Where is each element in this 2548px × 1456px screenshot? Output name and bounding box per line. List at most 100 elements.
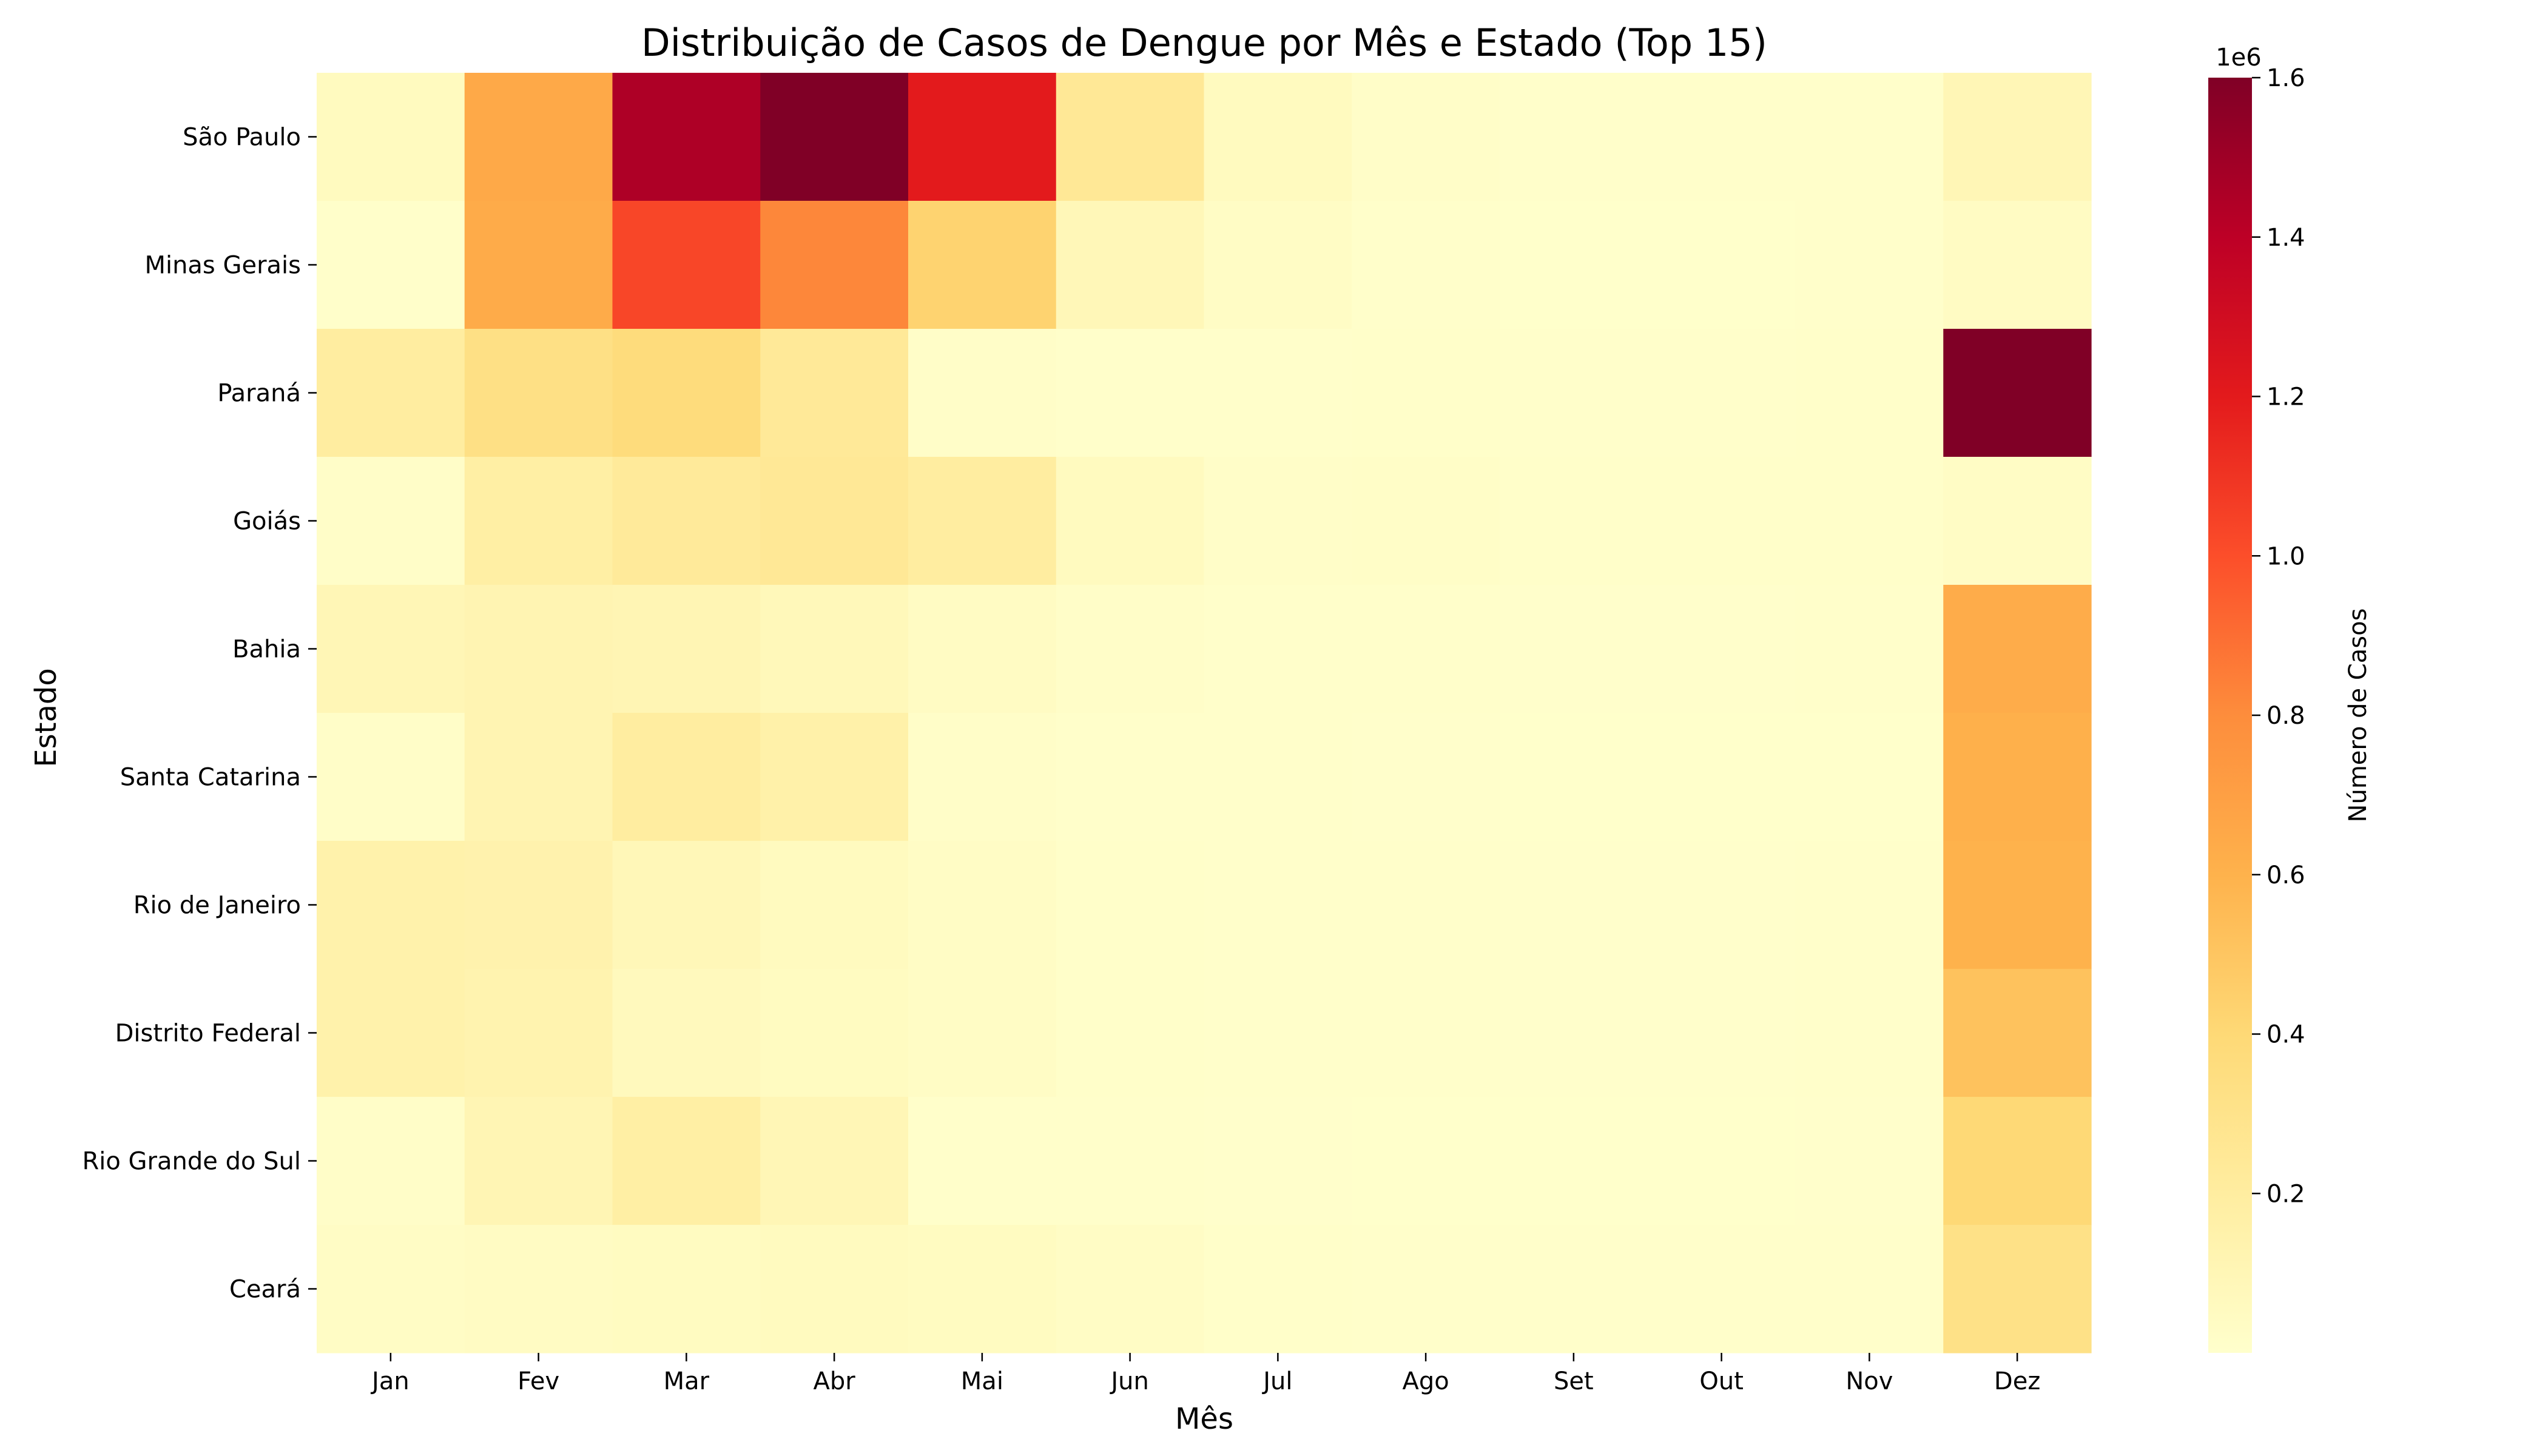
heatmap-cell <box>612 585 761 713</box>
heatmap-cell <box>1795 329 1944 457</box>
heatmap-cell <box>464 457 613 585</box>
heatmap-cell <box>1500 457 1648 585</box>
heatmap-cell <box>464 841 613 969</box>
heatmap-cell <box>464 969 613 1097</box>
heatmap-cell <box>1056 713 1205 841</box>
heatmap-cell <box>612 329 761 457</box>
heatmap-cell <box>1943 457 2092 585</box>
heatmap-cell <box>908 457 1057 585</box>
heatmap-cell <box>760 713 909 841</box>
heatmap-cell <box>908 585 1057 713</box>
heatmap-cell <box>1647 713 1796 841</box>
heatmap-cell <box>464 713 613 841</box>
heatmap-cell <box>1647 1225 1796 1353</box>
y-tick-label: Distrito Federal <box>115 1020 301 1048</box>
y-tick-label: Bahia <box>232 636 301 664</box>
heatmap-cell <box>908 713 1057 841</box>
heatmap-cell <box>1352 329 1500 457</box>
x-tick-label: Out <box>1699 1367 1744 1395</box>
heatmap-cell <box>760 201 909 329</box>
colorbar-tick-label: 0.2 <box>2267 1180 2305 1208</box>
x-tick-label: Mai <box>961 1367 1003 1395</box>
x-tick-label: Dez <box>1994 1367 2040 1395</box>
heatmap-cell <box>1352 713 1500 841</box>
heatmap-cell <box>1795 969 1944 1097</box>
heatmap-cell <box>464 1097 613 1225</box>
heatmap-cell <box>1795 1225 1944 1353</box>
heatmap-cell <box>1795 73 1944 201</box>
heatmap-cell <box>1056 969 1205 1097</box>
heatmap-cell <box>760 585 909 713</box>
x-tick-label: Ago <box>1403 1367 1449 1395</box>
heatmap-cell <box>317 969 465 1097</box>
heatmap-cell <box>1500 1225 1648 1353</box>
x-tick-label: Nov <box>1845 1367 1893 1395</box>
x-tick-label: Jun <box>1109 1367 1149 1395</box>
heatmap-cell <box>1056 73 1205 201</box>
heatmap-cell <box>1352 841 1500 969</box>
colorbar <box>2208 78 2252 1353</box>
heatmap-cell <box>464 201 613 329</box>
heatmap-cell <box>1795 457 1944 585</box>
heatmap-cell <box>760 969 909 1097</box>
heatmap-cell <box>760 457 909 585</box>
x-axis-label: Mês <box>1175 1402 1233 1436</box>
heatmap-cell <box>317 585 465 713</box>
heatmap-cell <box>317 841 465 969</box>
y-tick-label: Rio Grande do Sul <box>82 1148 301 1176</box>
heatmap-cell <box>1204 585 1352 713</box>
heatmap-cell <box>464 1225 613 1353</box>
heatmap-cell <box>1500 329 1648 457</box>
heatmap-cell <box>1056 585 1205 713</box>
y-tick-label: São Paulo <box>183 124 301 152</box>
heatmap-cell <box>317 713 465 841</box>
heatmap-cells <box>317 73 2092 1353</box>
heatmap-cell <box>317 73 465 201</box>
heatmap-cell <box>317 1097 465 1225</box>
colorbar-label: Número de Casos <box>2344 608 2372 823</box>
heatmap-cell <box>317 1225 465 1353</box>
x-tick-label: Abr <box>814 1367 856 1395</box>
heatmap-cell <box>612 1225 761 1353</box>
heatmap-cell <box>1795 1097 1944 1225</box>
x-tick-label: Jul <box>1261 1367 1292 1395</box>
colorbar-tick-label: 0.4 <box>2267 1021 2305 1049</box>
heatmap-cell <box>317 457 465 585</box>
heatmap-cell <box>1056 329 1205 457</box>
heatmap-cell <box>1500 585 1648 713</box>
heatmap-cell <box>612 841 761 969</box>
heatmap-cell <box>1795 841 1944 969</box>
heatmap-cell <box>317 329 465 457</box>
heatmap-cell <box>317 201 465 329</box>
heatmap-cell <box>464 329 613 457</box>
colorbar-scale-label: 1e6 <box>2216 44 2262 72</box>
heatmap-cell <box>908 73 1057 201</box>
heatmap-cell <box>1352 73 1500 201</box>
heatmap-cell <box>464 585 613 713</box>
y-tick-label: Rio de Janeiro <box>133 892 301 920</box>
heatmap-cell <box>1795 585 1944 713</box>
colorbar-tick-label: 1.6 <box>2267 64 2305 92</box>
chart-title: Distribuição de Casos de Dengue por Mês … <box>641 21 1767 65</box>
heatmap-cell <box>1943 73 2092 201</box>
heatmap-cell <box>1500 969 1648 1097</box>
heatmap-cell <box>1943 969 2092 1097</box>
y-tick-label: Minas Gerais <box>144 252 301 280</box>
heatmap-cell <box>908 1225 1057 1353</box>
heatmap-cell <box>760 841 909 969</box>
heatmap-cell <box>1352 585 1500 713</box>
heatmap-cell <box>612 201 761 329</box>
heatmap-cell <box>1204 201 1352 329</box>
heatmap-cell <box>1056 1225 1205 1353</box>
heatmap-cell <box>1647 457 1796 585</box>
heatmap-cell <box>1056 1097 1205 1225</box>
heatmap-cell <box>612 73 761 201</box>
heatmap-cell <box>760 329 909 457</box>
heatmap-cell <box>1500 201 1648 329</box>
heatmap-cell <box>908 1097 1057 1225</box>
heatmap-cell <box>1943 585 2092 713</box>
colorbar-tick-label: 1.4 <box>2267 224 2305 252</box>
y-tick-label: Goiás <box>233 508 301 536</box>
x-tick-label: Set <box>1554 1367 1594 1395</box>
x-tick-label: Mar <box>664 1367 710 1395</box>
